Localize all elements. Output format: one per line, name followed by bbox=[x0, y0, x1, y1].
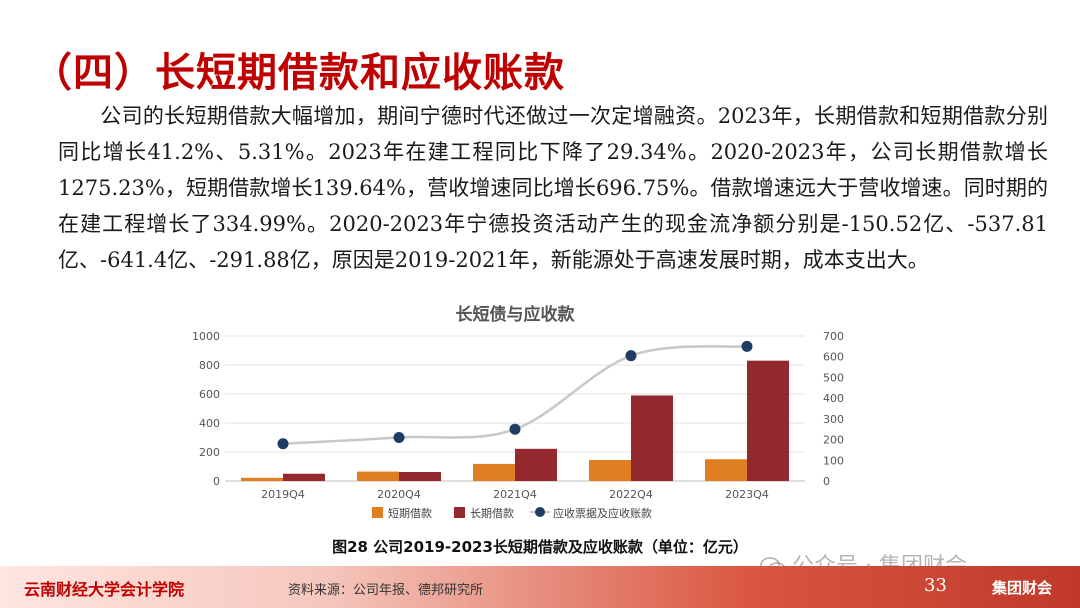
bar-short-term bbox=[473, 463, 515, 481]
y-right-tick-label: 200 bbox=[823, 434, 844, 447]
y-right-tick-label: 400 bbox=[823, 392, 844, 405]
footer-school: 云南财经大学会计学院 bbox=[24, 580, 185, 599]
legend-label: 应收票据及应收账款 bbox=[553, 506, 652, 520]
y-right-tick-label: 600 bbox=[823, 351, 844, 364]
body-paragraph: 公司的长短期借款大幅增加，期间宁德时代还做过一次定增融资。2023年，长期借款和… bbox=[58, 98, 1048, 278]
y-left-tick-label: 800 bbox=[199, 359, 220, 372]
figure-caption: 图28 公司2019-2023长短期借款及应收账款（单位：亿元） bbox=[332, 538, 748, 556]
legend-swatch bbox=[454, 507, 465, 518]
x-tick-label: 2022Q4 bbox=[609, 488, 653, 501]
page-title: （四）长短期借款和应收账款 bbox=[32, 49, 565, 96]
y-left-tick-label: 400 bbox=[199, 417, 220, 430]
x-tick-label: 2023Q4 bbox=[725, 488, 769, 501]
legend-swatch bbox=[372, 507, 383, 518]
legend-label: 短期借款 bbox=[388, 506, 432, 520]
y-left-tick-label: 200 bbox=[199, 446, 220, 459]
bar-long-term bbox=[747, 360, 789, 481]
footer-source: 资料来源：公司年报、德邦研究所 bbox=[288, 583, 484, 598]
body-paragraph-text: 公司的长短期借款大幅增加，期间宁德时代还做过一次定增融资。2023年，长期借款和… bbox=[58, 104, 1048, 272]
receivables-point bbox=[509, 423, 521, 435]
x-tick-label: 2021Q4 bbox=[493, 488, 537, 501]
page-number: 33 bbox=[924, 575, 947, 596]
bar-short-term bbox=[357, 471, 399, 481]
y-right-tick-label: 500 bbox=[823, 371, 844, 384]
y-right-tick-label: 700 bbox=[823, 330, 844, 343]
receivables-point bbox=[625, 350, 637, 362]
y-left-tick-label: 1000 bbox=[192, 330, 220, 343]
y-right-tick-label: 100 bbox=[823, 454, 844, 467]
receivables-point bbox=[393, 432, 405, 443]
chart-title: 长短债与应收款 bbox=[456, 304, 576, 325]
x-tick-label: 2020Q4 bbox=[377, 488, 421, 501]
y-right-tick-label: 0 bbox=[823, 475, 830, 488]
footer-brand: 集团财会 bbox=[992, 579, 1053, 597]
bar-long-term bbox=[399, 472, 441, 481]
legend-label: 长期借款 bbox=[470, 506, 514, 520]
footer-bar: 云南财经大学会计学院 资料来源：公司年报、德邦研究所 33 集团财会 bbox=[0, 566, 1080, 608]
legend-marker bbox=[535, 507, 545, 517]
bar-short-term bbox=[705, 459, 747, 481]
y-left-tick-label: 0 bbox=[213, 475, 220, 488]
receivables-point bbox=[277, 438, 289, 450]
bar-long-term bbox=[283, 473, 325, 481]
bar-long-term bbox=[631, 395, 673, 481]
y-right-tick-label: 300 bbox=[823, 413, 844, 426]
x-tick-label: 2019Q4 bbox=[261, 488, 305, 501]
bar-short-term bbox=[589, 459, 631, 481]
bar-long-term bbox=[515, 448, 557, 481]
debt-receivables-chart: 长短债与应收款100080060040020007006005004003002… bbox=[192, 304, 844, 520]
bar-short-term bbox=[241, 477, 283, 481]
receivables-point bbox=[741, 340, 753, 352]
y-left-tick-label: 600 bbox=[199, 388, 220, 401]
